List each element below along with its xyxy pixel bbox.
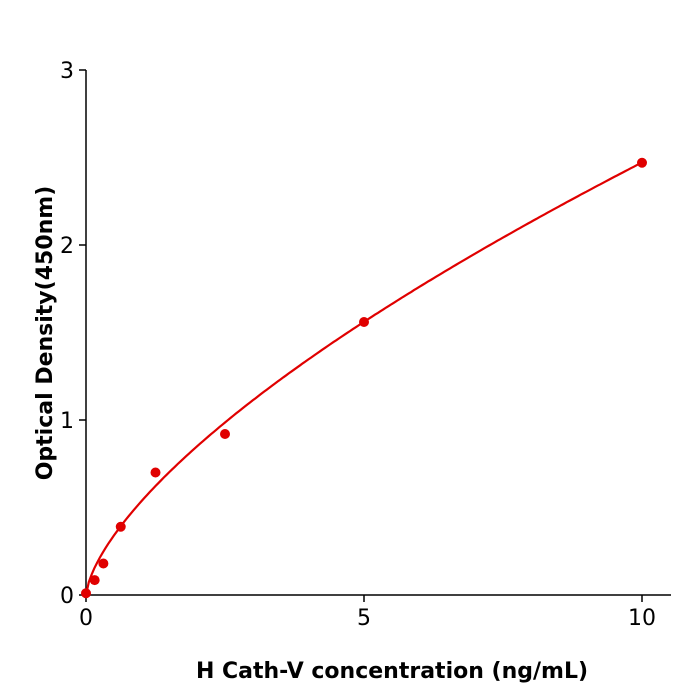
data-point xyxy=(89,575,100,586)
y-tick-label: 2 xyxy=(60,234,74,259)
x-axis-label: H Cath-V concentration (ng/mL) xyxy=(196,659,588,684)
y-tick-label: 1 xyxy=(60,409,74,434)
y-axis-label: Optical Density(450nm) xyxy=(33,186,58,481)
data-point xyxy=(150,467,161,478)
x-tick-label: 0 xyxy=(79,606,93,631)
x-tick-label: 10 xyxy=(628,606,656,631)
fit-curve xyxy=(84,161,643,596)
data-point xyxy=(115,521,126,532)
data-point xyxy=(81,588,91,599)
y-tick-label: 0 xyxy=(60,584,74,609)
data-point xyxy=(637,157,647,168)
x-tick-label: 5 xyxy=(357,606,371,631)
data-point xyxy=(220,429,230,439)
data-point xyxy=(359,317,369,327)
y-tick-label: 3 xyxy=(60,59,74,84)
data-point xyxy=(98,558,109,569)
